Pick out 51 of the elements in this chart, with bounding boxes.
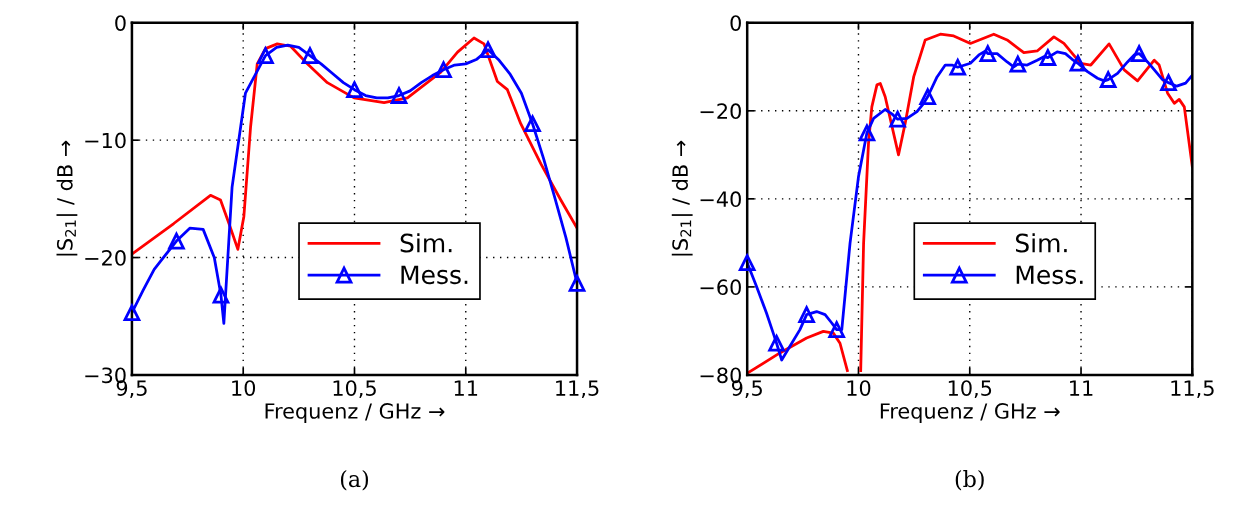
point [919, 88, 937, 106]
text: (b) [955, 470, 984, 491]
x-tick-label: 11,5 [1171, 380, 1214, 399]
point [346, 81, 363, 99]
x-tick-label: 11 [454, 380, 478, 396]
point [257, 47, 274, 64]
y-tick-label: 0 [115, 15, 126, 31]
point [979, 45, 997, 62]
point [390, 87, 408, 104]
point [949, 58, 967, 76]
y-axis-title: |S$_{21}$| / dB → [671, 140, 693, 256]
legend-label: Sim. [400, 233, 452, 253]
y-tick-label: 0 [730, 15, 741, 31]
text: (a) [340, 470, 369, 491]
point [479, 41, 497, 59]
point [168, 232, 185, 250]
x-axis-title: Frequenz / GHz → [880, 403, 1060, 423]
x-tick-label: 11,5 [556, 380, 599, 399]
point [1130, 45, 1148, 62]
point [738, 254, 756, 272]
y-axis-title: |S$_{21}$| / dB → [56, 140, 78, 256]
x-tick-label: 11 [1070, 380, 1093, 396]
point [1160, 74, 1177, 91]
point [212, 286, 230, 304]
y-tick-label: −40 [700, 191, 741, 208]
y-tick-label: −20 [85, 250, 126, 266]
point [524, 115, 541, 133]
x-tick-label: 10 [232, 380, 256, 396]
point [858, 124, 876, 142]
point [768, 334, 785, 352]
point [1099, 71, 1117, 88]
point [301, 47, 319, 64]
point [889, 110, 906, 128]
y-tick-label: −60 [700, 279, 741, 296]
y-tick-label: −20 [700, 103, 741, 120]
y-tick-label: −10 [85, 132, 126, 149]
point [1009, 55, 1027, 73]
point [1069, 54, 1087, 72]
point [828, 321, 845, 338]
x-tick-label: 10,5 [333, 380, 376, 399]
legend-label: Sim. [1015, 233, 1067, 253]
x-tick-label: 10,5 [948, 380, 992, 399]
x-tick-label: 10 [847, 380, 871, 396]
point [798, 306, 815, 323]
point [1039, 49, 1057, 66]
point [123, 304, 141, 322]
legend-label: Mess. [1016, 265, 1083, 285]
point [435, 61, 452, 79]
legend-label: Mess. [401, 265, 468, 285]
point [568, 275, 586, 292]
x-axis-title: Frequenz / GHz → [265, 403, 445, 423]
